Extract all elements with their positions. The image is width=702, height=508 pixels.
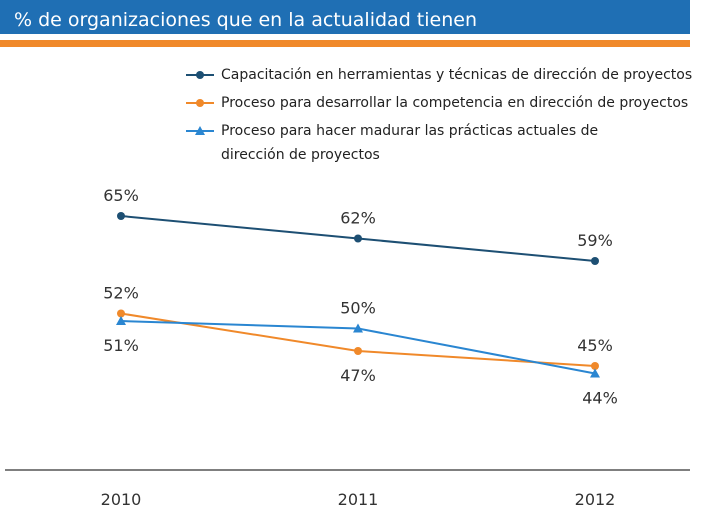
marker — [353, 323, 363, 333]
data-label: 65% — [103, 186, 139, 205]
data-label: 62% — [340, 209, 376, 228]
marker — [116, 316, 126, 325]
data-label: 47% — [340, 366, 376, 385]
marker — [354, 347, 362, 355]
x-tick-label: 2011 — [338, 490, 379, 508]
legend-icon — [186, 126, 214, 135]
data-label: 50% — [340, 299, 376, 318]
legend-marker — [196, 99, 204, 107]
marker — [117, 212, 125, 220]
x-tick-label: 2010 — [101, 490, 142, 508]
legend-marker — [196, 71, 204, 79]
legend-item: Capacitación en herramientas y técnicas … — [185, 63, 692, 87]
legend-marker — [195, 126, 205, 135]
marker — [117, 309, 125, 318]
data-label: 51% — [103, 336, 139, 355]
data-label: 44% — [582, 389, 618, 408]
legend-label: Capacitación en herramientas y técnicas … — [221, 67, 693, 83]
legend-label: Proceso para hacer madurar las prácticas… — [221, 123, 599, 163]
marker — [354, 234, 362, 243]
series-line — [120, 312, 596, 367]
data-label: 52% — [103, 284, 139, 303]
legend-item: Proceso para desarrollar la competencia … — [185, 91, 692, 115]
data-label: 59% — [577, 231, 613, 250]
legend-icon — [186, 71, 214, 79]
x-tick-label: 2012 — [575, 490, 616, 508]
marker — [591, 362, 599, 370]
marker — [590, 368, 600, 378]
legend-icon — [186, 99, 214, 107]
legend: Capacitación en herramientas y técnicas … — [185, 63, 692, 171]
chart-title: % de organizaciones que en la actualidad… — [0, 0, 690, 40]
legend-item: Proceso para hacer madurar las prácticas… — [185, 119, 611, 167]
legend-label: Proceso para desarrollar la competencia … — [221, 95, 689, 111]
data-label: 45% — [577, 336, 613, 355]
marker — [591, 257, 599, 265]
